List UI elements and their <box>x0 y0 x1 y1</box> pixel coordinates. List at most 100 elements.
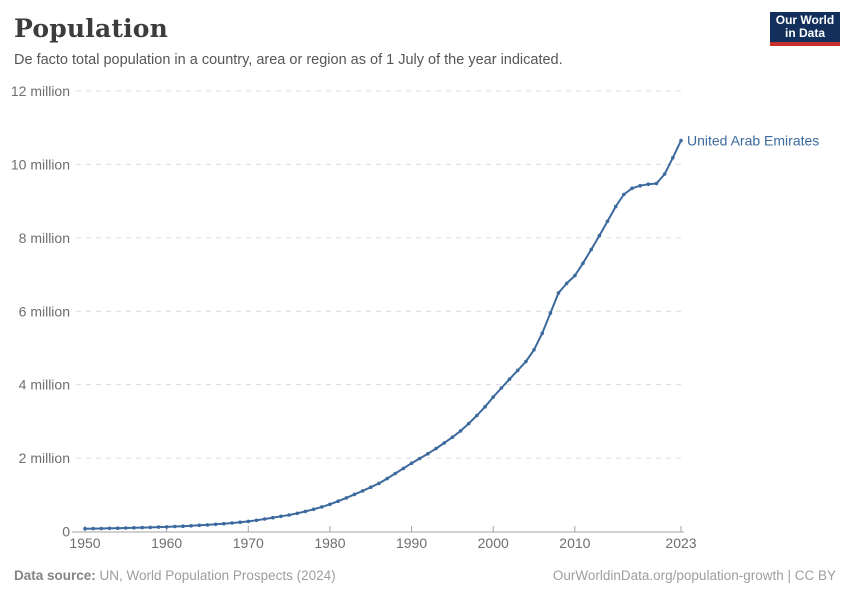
y-tick-label: 0 <box>62 524 70 540</box>
data-point[interactable] <box>385 476 389 481</box>
data-point[interactable] <box>148 525 153 530</box>
data-point[interactable] <box>671 156 675 160</box>
data-point[interactable] <box>107 526 112 531</box>
data-point[interactable] <box>638 183 642 188</box>
data-point[interactable] <box>377 481 381 486</box>
data-points[interactable] <box>83 138 683 531</box>
data-point[interactable] <box>524 359 528 364</box>
x-tick-label: 1970 <box>233 535 264 551</box>
data-point[interactable] <box>197 523 202 528</box>
data-point[interactable] <box>311 507 316 512</box>
data-point[interactable] <box>613 204 618 209</box>
data-point[interactable] <box>352 492 357 497</box>
data-point[interactable] <box>344 496 349 500</box>
data-point[interactable] <box>369 485 373 490</box>
data-point[interactable] <box>238 520 242 524</box>
data-point[interactable] <box>540 331 544 336</box>
data-point[interactable] <box>295 511 300 516</box>
data-point[interactable] <box>597 233 602 238</box>
data-point[interactable] <box>450 435 455 440</box>
y-tick-label: 4 million <box>19 377 70 393</box>
data-point[interactable] <box>230 521 234 525</box>
data-source-note: Data source: UN, World Population Prospe… <box>14 568 336 583</box>
data-point[interactable] <box>124 526 128 530</box>
data-point[interactable] <box>548 311 553 315</box>
data-point[interactable] <box>336 499 340 504</box>
gridlines <box>76 90 683 459</box>
data-point[interactable] <box>507 377 512 382</box>
owid-url-link[interactable]: OurWorldinData.org/population-growth | C… <box>552 568 836 583</box>
data-source-label: Data source: <box>14 568 96 583</box>
chart-footer: Data source: UN, World Population Prospe… <box>14 568 836 583</box>
x-axis-labels: 1950 1960 1970 1980 1990 2000 2010 2023 <box>69 535 696 551</box>
data-point[interactable] <box>589 247 593 252</box>
data-point[interactable] <box>401 466 406 471</box>
y-tick-label: 12 million <box>11 83 70 99</box>
data-point[interactable] <box>491 395 496 399</box>
y-tick-label: 6 million <box>19 303 70 319</box>
entity-label[interactable]: United Arab Emirates <box>687 133 819 149</box>
data-point[interactable] <box>646 182 651 186</box>
data-point[interactable] <box>622 192 626 197</box>
data-point[interactable] <box>287 513 291 517</box>
data-point[interactable] <box>679 138 683 143</box>
data-point[interactable] <box>442 441 447 445</box>
data-point[interactable] <box>132 526 136 530</box>
owid-logo[interactable]: Our World in Data <box>770 12 840 46</box>
data-point[interactable] <box>140 525 144 530</box>
data-point[interactable] <box>181 524 185 528</box>
data-point[interactable] <box>303 509 308 514</box>
owid-logo-line1: Our World <box>775 13 835 27</box>
data-point[interactable] <box>115 526 120 530</box>
data-point[interactable] <box>189 524 193 528</box>
data-point[interactable] <box>662 172 667 176</box>
data-point[interactable] <box>393 471 398 476</box>
data-point[interactable] <box>466 421 471 426</box>
data-point[interactable] <box>164 525 169 529</box>
data-point[interactable] <box>262 517 267 521</box>
data-point[interactable] <box>564 281 569 286</box>
data-source-text: UN, World Population Prospects (2024) <box>95 568 336 583</box>
data-point[interactable] <box>99 526 104 531</box>
population-line[interactable] <box>84 139 682 530</box>
page-title: Population <box>14 14 169 43</box>
data-point[interactable] <box>205 523 210 527</box>
x-tick-label: 1990 <box>396 535 427 551</box>
data-point[interactable] <box>630 186 634 191</box>
data-point[interactable] <box>654 181 659 186</box>
data-point[interactable] <box>515 368 520 373</box>
data-point[interactable] <box>173 524 177 529</box>
data-point[interactable] <box>417 456 422 461</box>
data-point[interactable] <box>434 446 438 451</box>
data-point[interactable] <box>271 515 275 520</box>
data-point[interactable] <box>246 519 251 524</box>
data-point[interactable] <box>328 502 332 507</box>
data-point[interactable] <box>213 522 218 527</box>
data-point[interactable] <box>409 461 414 466</box>
data-point[interactable] <box>605 219 610 224</box>
data-point[interactable] <box>556 291 561 295</box>
data-point[interactable] <box>156 525 161 529</box>
y-axis-labels: 0 2 million 4 million 6 million 8 million 10 … <box>11 83 70 540</box>
data-point[interactable] <box>360 489 365 493</box>
data-point[interactable] <box>91 526 95 531</box>
y-tick-label: 8 million <box>19 230 70 246</box>
x-tick-label: 1950 <box>69 535 100 551</box>
x-tick-label: 1980 <box>314 535 345 551</box>
data-point[interactable] <box>458 429 463 433</box>
data-point[interactable] <box>483 404 487 409</box>
data-point[interactable] <box>254 518 259 523</box>
data-point[interactable] <box>83 526 87 531</box>
data-point[interactable] <box>532 348 536 352</box>
data-point[interactable] <box>426 451 430 456</box>
data-point[interactable] <box>279 514 283 519</box>
data-point[interactable] <box>475 413 479 418</box>
data-point[interactable] <box>573 273 577 278</box>
data-point[interactable] <box>581 261 585 266</box>
data-point[interactable] <box>320 505 324 509</box>
data-point[interactable] <box>222 521 226 526</box>
x-tick-label: 2010 <box>559 535 590 551</box>
x-tick-label: 1960 <box>151 535 182 551</box>
data-point[interactable] <box>499 386 504 390</box>
